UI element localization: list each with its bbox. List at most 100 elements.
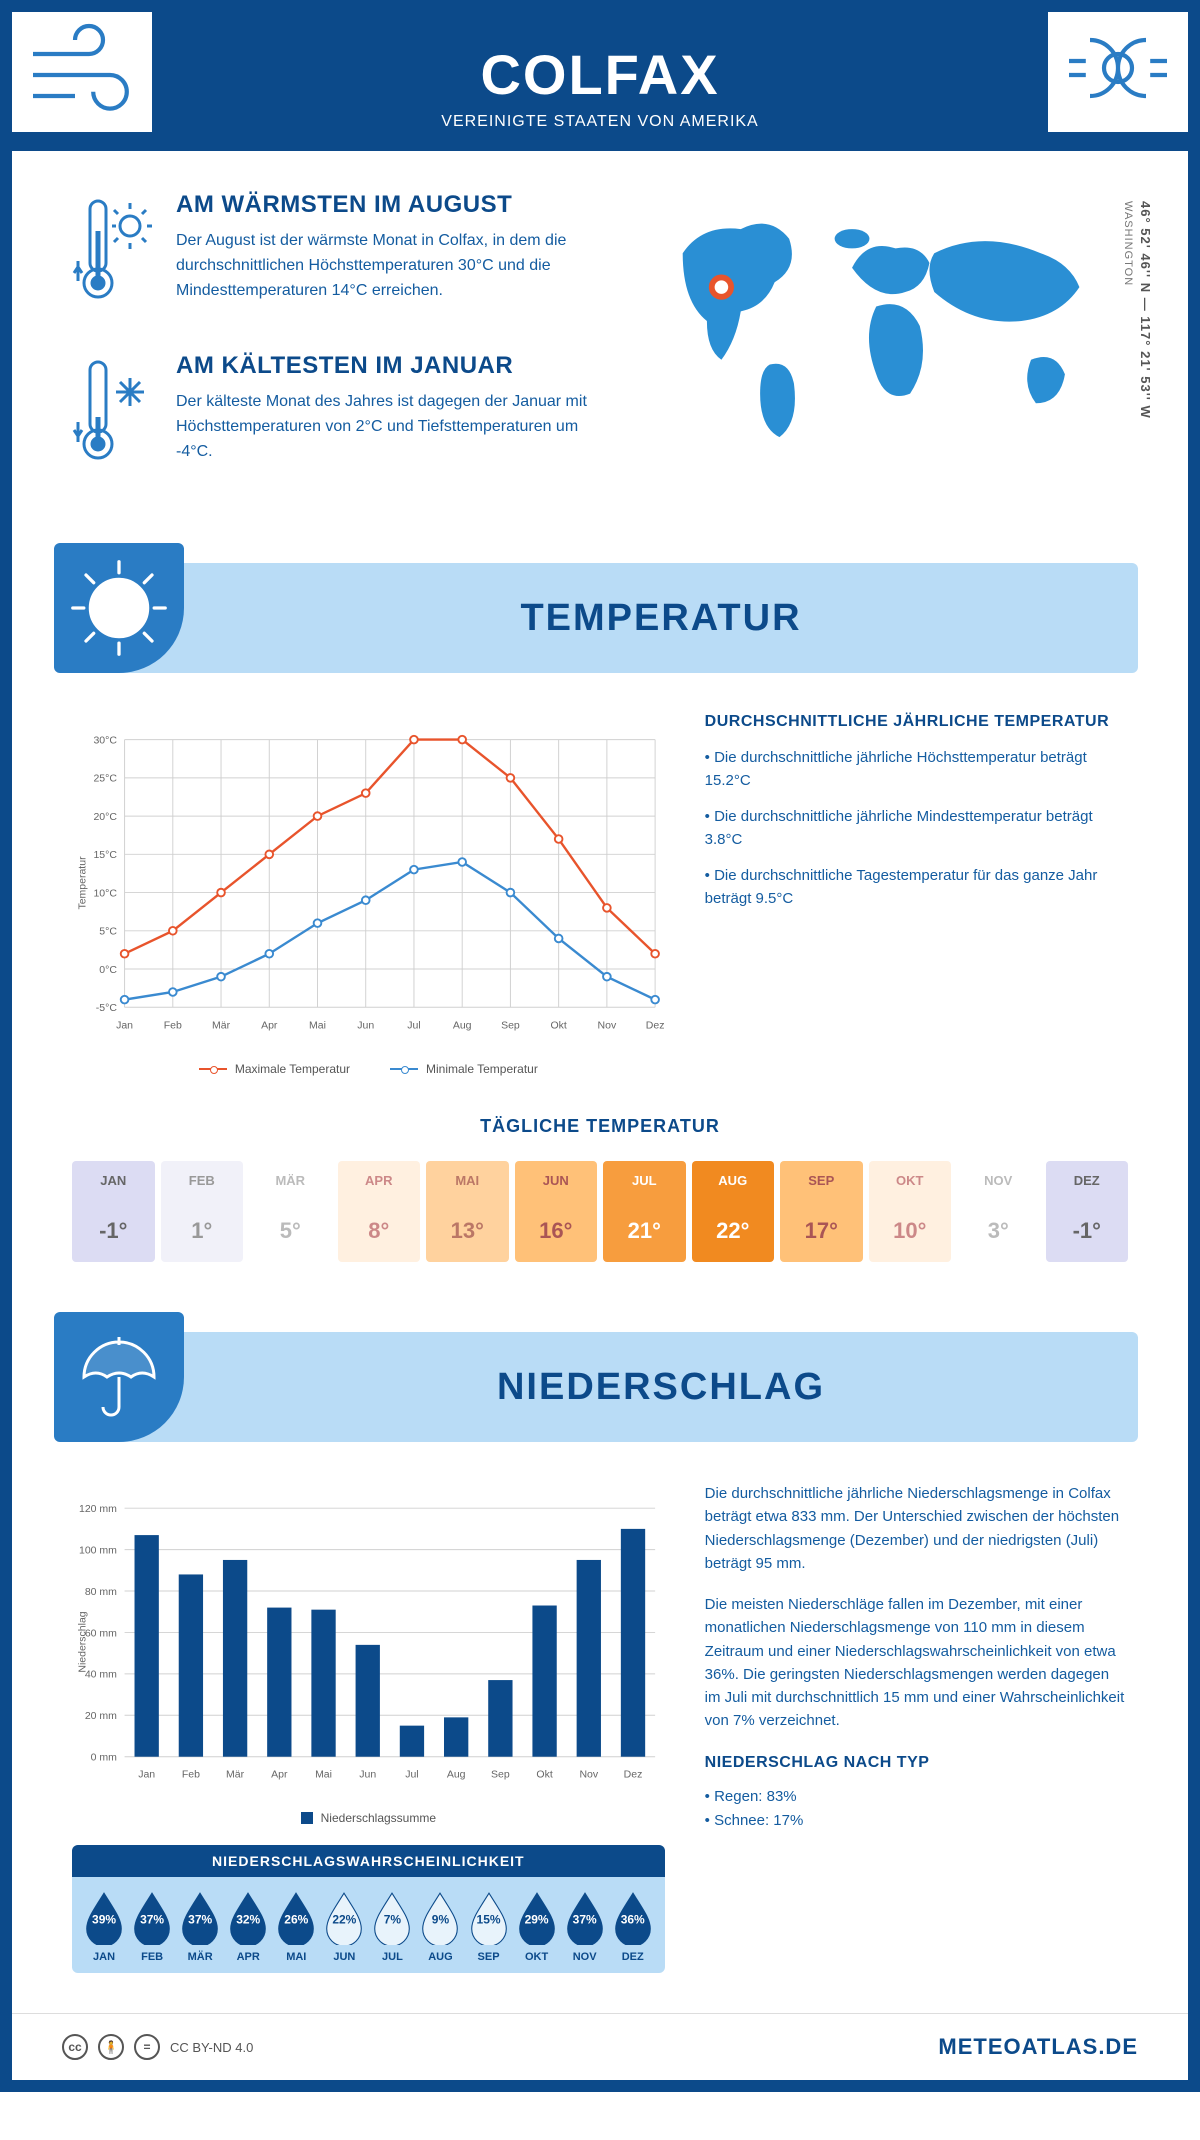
svg-text:Jan: Jan [138, 1769, 155, 1781]
precip-rain: • Regen: 83% [705, 1785, 1128, 1808]
probability-drop: 26% MAI [274, 1891, 318, 1963]
warmest-fact: AM WÄRMSTEN IM AUGUST Der August ist der… [72, 191, 604, 316]
svg-text:0°C: 0°C [99, 964, 117, 976]
precip-paragraph-2: Die meisten Niederschläge fallen im Deze… [705, 1593, 1128, 1733]
probability-drop: 9% AUG [418, 1891, 462, 1963]
umbrella-icon [54, 1312, 184, 1442]
svg-text:Aug: Aug [447, 1769, 466, 1781]
daily-temp-cell: OKT 10° [869, 1161, 952, 1262]
svg-text:Jul: Jul [407, 1019, 420, 1031]
thermometer-cold-icon [72, 352, 152, 477]
coldest-text: Der kälteste Monat des Jahres ist dagege… [176, 390, 604, 464]
daily-temp-grid: JAN -1° FEB 1° MÄR 5° APR 8° MAI 13° JUN… [72, 1161, 1128, 1262]
precip-paragraph-1: Die durchschnittliche jährliche Niedersc… [705, 1482, 1128, 1575]
cc-icon: cc [62, 2034, 88, 2060]
svg-text:Temperatur: Temperatur [76, 856, 88, 910]
svg-text:30°C: 30°C [93, 734, 117, 746]
sun-icon [54, 543, 184, 673]
probability-drop: 39% JAN [82, 1891, 126, 1963]
probability-drop: 15% SEP [467, 1891, 511, 1963]
coldest-title: AM KÄLTESTEN IM JANUAR [176, 352, 604, 380]
probability-drop: 22% JUN [322, 1891, 366, 1963]
temp-legend: Maximale Temperatur Minimale Temperatur [72, 1062, 665, 1076]
daily-temp-cell: SEP 17° [780, 1161, 863, 1262]
top-facts-section: AM WÄRMSTEN IM AUGUST Der August ist der… [12, 151, 1188, 543]
license-block: cc 🧍 = CC BY-ND 4.0 [62, 2034, 253, 2060]
svg-text:60 mm: 60 mm [85, 1627, 117, 1639]
world-map [644, 191, 1128, 451]
svg-text:Nov: Nov [579, 1769, 598, 1781]
warmest-title: AM WÄRMSTEN IM AUGUST [176, 191, 604, 219]
precip-legend-label: Niederschlagssumme [321, 1811, 436, 1825]
svg-text:10°C: 10°C [93, 887, 117, 899]
daily-temp-cell: JAN -1° [72, 1161, 155, 1262]
probability-drop: 37% FEB [130, 1891, 174, 1963]
infographic-canvas: COLFAX VEREINIGTE STAATEN VON AMERIKA AM… [0, 0, 1200, 2092]
svg-text:Mai: Mai [315, 1769, 332, 1781]
precip-type-title: NIEDERSCHLAG NACH TYP [705, 1751, 1128, 1776]
svg-text:Dez: Dez [624, 1769, 643, 1781]
temperature-line-chart: -5°C0°C5°C10°C15°C20°C25°C30°CJanFebMärA… [72, 713, 665, 1053]
temperature-banner: TEMPERATUR [62, 563, 1138, 673]
daily-temp-cell: DEZ -1° [1046, 1161, 1129, 1262]
precipitation-bar-chart: 0 mm20 mm40 mm60 mm80 mm100 mm120 mmJanF… [72, 1482, 665, 1802]
state-label: WASHINGTON [1122, 201, 1134, 286]
probability-drop: 37% MÄR [178, 1891, 222, 1963]
precipitation-section-title: NIEDERSCHLAG [184, 1366, 1138, 1409]
daily-temp-title: TÄGLICHE TEMPERATUR [72, 1116, 1128, 1137]
svg-text:100 mm: 100 mm [79, 1544, 117, 1556]
svg-text:Feb: Feb [182, 1769, 200, 1781]
svg-text:Jun: Jun [357, 1019, 374, 1031]
daily-temp-cell: AUG 22° [692, 1161, 775, 1262]
probability-drop: 37% NOV [563, 1891, 607, 1963]
svg-text:80 mm: 80 mm [85, 1586, 117, 1598]
probability-drop: 29% OKT [515, 1891, 559, 1963]
temperature-section-title: TEMPERATUR [184, 597, 1138, 640]
probability-drop: 32% APR [226, 1891, 270, 1963]
precipitation-banner: NIEDERSCHLAG [62, 1332, 1138, 1442]
svg-text:20 mm: 20 mm [85, 1710, 117, 1722]
daily-temp-cell: NOV 3° [957, 1161, 1040, 1262]
precip-legend: Niederschlagssumme [72, 1811, 665, 1825]
probability-drop: 36% DEZ [611, 1891, 655, 1963]
nd-icon: = [134, 2034, 160, 2060]
warmest-text: Der August ist der wärmste Monat in Colf… [176, 229, 604, 303]
daily-temp-cell: JUL 21° [603, 1161, 686, 1262]
svg-text:Dez: Dez [646, 1019, 665, 1031]
svg-text:Sep: Sep [491, 1769, 510, 1781]
svg-text:Jun: Jun [359, 1769, 376, 1781]
svg-text:40 mm: 40 mm [85, 1669, 117, 1681]
legend-min: Minimale Temperatur [426, 1062, 538, 1076]
svg-text:-5°C: -5°C [96, 1002, 118, 1014]
svg-text:Mär: Mär [212, 1019, 231, 1031]
svg-text:25°C: 25°C [93, 773, 117, 785]
svg-text:Apr: Apr [261, 1019, 278, 1031]
page-subtitle: VEREINIGTE STAATEN VON AMERIKA [32, 113, 1168, 131]
thermometer-hot-icon [72, 191, 152, 316]
license-text: CC BY-ND 4.0 [170, 2040, 253, 2055]
daily-temp-cell: MÄR 5° [249, 1161, 332, 1262]
temp-summary-title: DURCHSCHNITTLICHE JÄHRLICHE TEMPERATUR [705, 713, 1128, 731]
svg-text:Niederschlag: Niederschlag [76, 1611, 88, 1672]
temp-bullet-1: • Die durchschnittliche jährliche Höchst… [705, 747, 1128, 792]
footer: cc 🧍 = CC BY-ND 4.0 METEOATLAS.DE [12, 2013, 1188, 2080]
svg-text:Feb: Feb [164, 1019, 182, 1031]
daily-temp-cell: JUN 16° [515, 1161, 598, 1262]
svg-text:Aug: Aug [453, 1019, 472, 1031]
svg-text:15°C: 15°C [93, 849, 117, 861]
daily-temp-cell: FEB 1° [161, 1161, 244, 1262]
daily-temp-cell: MAI 13° [426, 1161, 509, 1262]
svg-text:Jul: Jul [405, 1769, 418, 1781]
temp-bullet-2: • Die durchschnittliche jährliche Mindes… [705, 806, 1128, 851]
header: COLFAX VEREINIGTE STAATEN VON AMERIKA [12, 12, 1188, 151]
svg-text:Sep: Sep [501, 1019, 520, 1031]
by-icon: 🧍 [98, 2034, 124, 2060]
svg-text:120 mm: 120 mm [79, 1503, 117, 1515]
probability-drop: 7% JUL [370, 1891, 414, 1963]
wind-icon-left [12, 12, 152, 132]
svg-text:Mai: Mai [309, 1019, 326, 1031]
brand-label: METEOATLAS.DE [938, 2034, 1138, 2060]
svg-text:Mär: Mär [226, 1769, 245, 1781]
precip-snow: • Schnee: 17% [705, 1809, 1128, 1832]
coldest-fact: AM KÄLTESTEN IM JANUAR Der kälteste Mona… [72, 352, 604, 477]
